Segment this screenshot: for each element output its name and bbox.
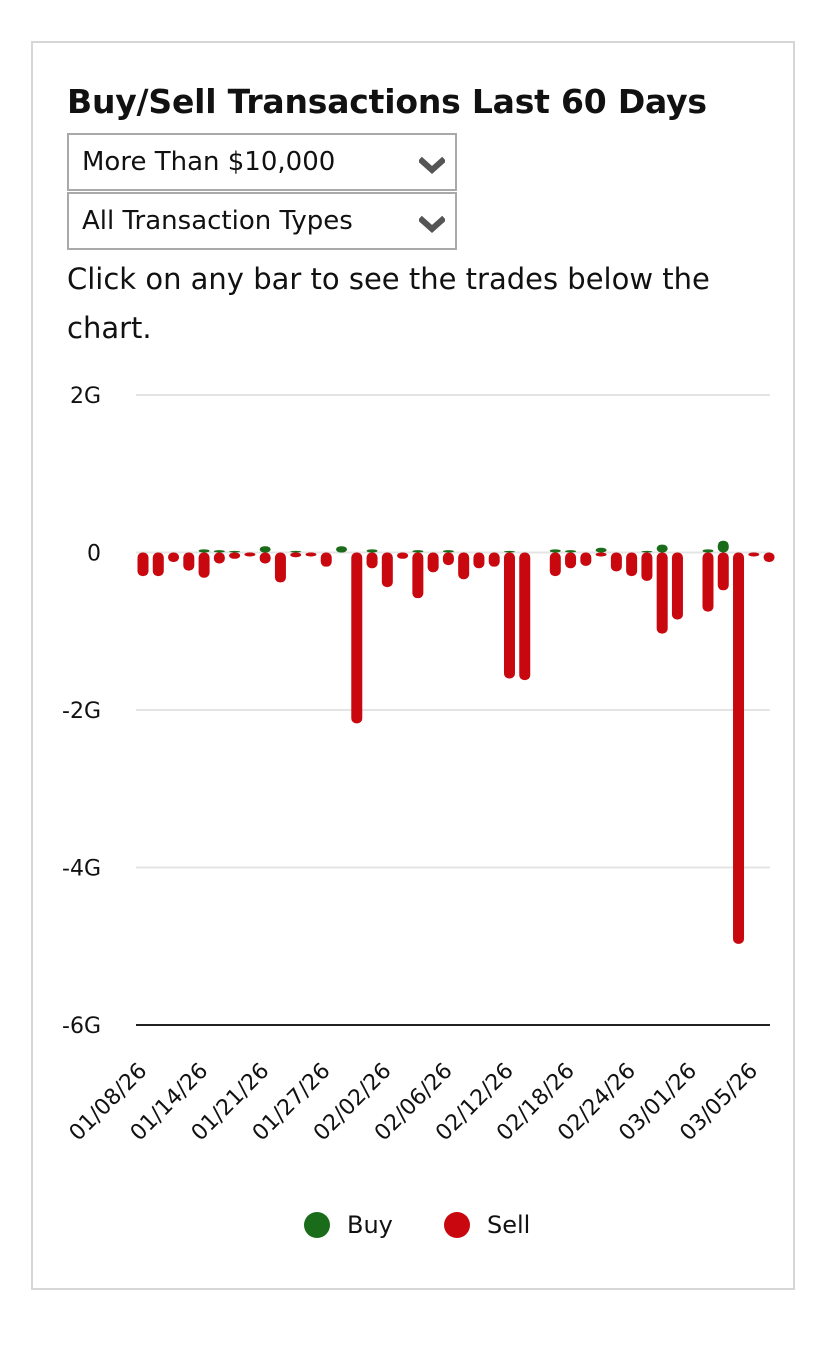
buy-bar[interactable] <box>442 550 454 553</box>
sell-bar[interactable] <box>702 552 714 612</box>
buy-bar[interactable] <box>213 550 225 553</box>
legend-item-sell[interactable]: Sell <box>444 1208 544 1244</box>
sell-bar[interactable] <box>213 552 225 564</box>
y-tick-label: 0 <box>87 542 101 567</box>
buy-bar[interactable] <box>595 547 607 553</box>
buy-bar[interactable] <box>565 550 577 553</box>
legend-item-buy[interactable]: Buy <box>304 1208 404 1244</box>
sell-bar[interactable] <box>397 552 409 559</box>
buy-bar[interactable] <box>290 550 302 553</box>
sell-bar[interactable] <box>152 552 164 577</box>
buy-bar[interactable] <box>336 546 348 553</box>
buy-bar[interactable] <box>259 546 271 553</box>
chevron-down-icon <box>419 157 445 175</box>
legend-label-buy: Buy <box>347 1211 393 1239</box>
legend-label-sell: Sell <box>487 1211 531 1239</box>
sell-bar[interactable] <box>748 552 760 557</box>
sell-bar[interactable] <box>473 552 485 569</box>
buy-bar[interactable] <box>641 550 653 553</box>
sell-bar[interactable] <box>305 552 317 557</box>
sell-bar[interactable] <box>763 552 775 562</box>
buy-bar[interactable] <box>549 549 561 553</box>
transaction-type-value: All Transaction Types <box>82 206 353 236</box>
transaction-type-select[interactable]: All Transaction Types <box>67 192 457 250</box>
sell-bar[interactable] <box>458 552 470 580</box>
y-tick-label: -2G <box>62 699 101 724</box>
sell-bar[interactable] <box>626 552 638 577</box>
buy-bar[interactable] <box>412 550 424 553</box>
sell-bar[interactable] <box>610 552 622 572</box>
sell-bar[interactable] <box>488 552 500 567</box>
sell-bar[interactable] <box>366 552 378 569</box>
sell-bar[interactable] <box>717 552 729 591</box>
sell-bar[interactable] <box>733 552 745 944</box>
sell-bar[interactable] <box>580 552 592 566</box>
amount-filter-select[interactable]: More Than $10,000 <box>67 133 457 191</box>
buy-bar[interactable] <box>198 549 210 553</box>
chevron-down-icon <box>419 216 445 234</box>
buy-legend-dot-icon <box>304 1212 330 1238</box>
sell-bar[interactable] <box>290 552 302 558</box>
sell-bar[interactable] <box>137 552 149 577</box>
sell-bar[interactable] <box>351 552 363 724</box>
sell-bar[interactable] <box>641 552 653 581</box>
buy-bar[interactable] <box>229 550 241 553</box>
sell-bar[interactable] <box>549 552 561 577</box>
sell-bar[interactable] <box>229 552 241 559</box>
sell-bar[interactable] <box>274 552 286 583</box>
sell-bar[interactable] <box>503 552 515 679</box>
sell-bar[interactable] <box>427 552 439 573</box>
sell-bar[interactable] <box>656 552 668 634</box>
sell-bar[interactable] <box>442 552 454 566</box>
buy-bar[interactable] <box>717 540 729 553</box>
sell-legend-dot-icon <box>444 1212 470 1238</box>
buy-bar[interactable] <box>366 549 378 553</box>
sell-bar[interactable] <box>183 552 195 571</box>
sell-bar[interactable] <box>565 552 577 569</box>
sell-bar[interactable] <box>595 552 607 557</box>
sell-bar[interactable] <box>244 552 256 557</box>
y-tick-label: 2G <box>70 384 101 409</box>
sell-bar[interactable] <box>412 552 424 599</box>
bar-chart: 2G0-2G-4G-6G01/08/2601/14/2601/21/2601/2… <box>62 384 775 1146</box>
sell-bar[interactable] <box>168 552 180 562</box>
buy-bar[interactable] <box>503 550 515 553</box>
buy-bar[interactable] <box>656 544 668 553</box>
sell-bar[interactable] <box>671 552 683 620</box>
sell-bar[interactable] <box>259 552 271 564</box>
buy-bar[interactable] <box>702 549 714 553</box>
chart-title: Buy/Sell Transactions Last 60 Days <box>67 82 707 121</box>
amount-filter-value: More Than $10,000 <box>82 147 336 177</box>
sell-bar[interactable] <box>381 552 393 588</box>
sell-bar[interactable] <box>519 552 531 681</box>
chart-hint-text: Click on any bar to see the trades below… <box>67 262 710 345</box>
sell-bar[interactable] <box>198 552 210 578</box>
y-tick-label: -4G <box>62 857 101 882</box>
sell-bar[interactable] <box>320 552 332 567</box>
y-tick-label: -6G <box>62 1014 101 1039</box>
